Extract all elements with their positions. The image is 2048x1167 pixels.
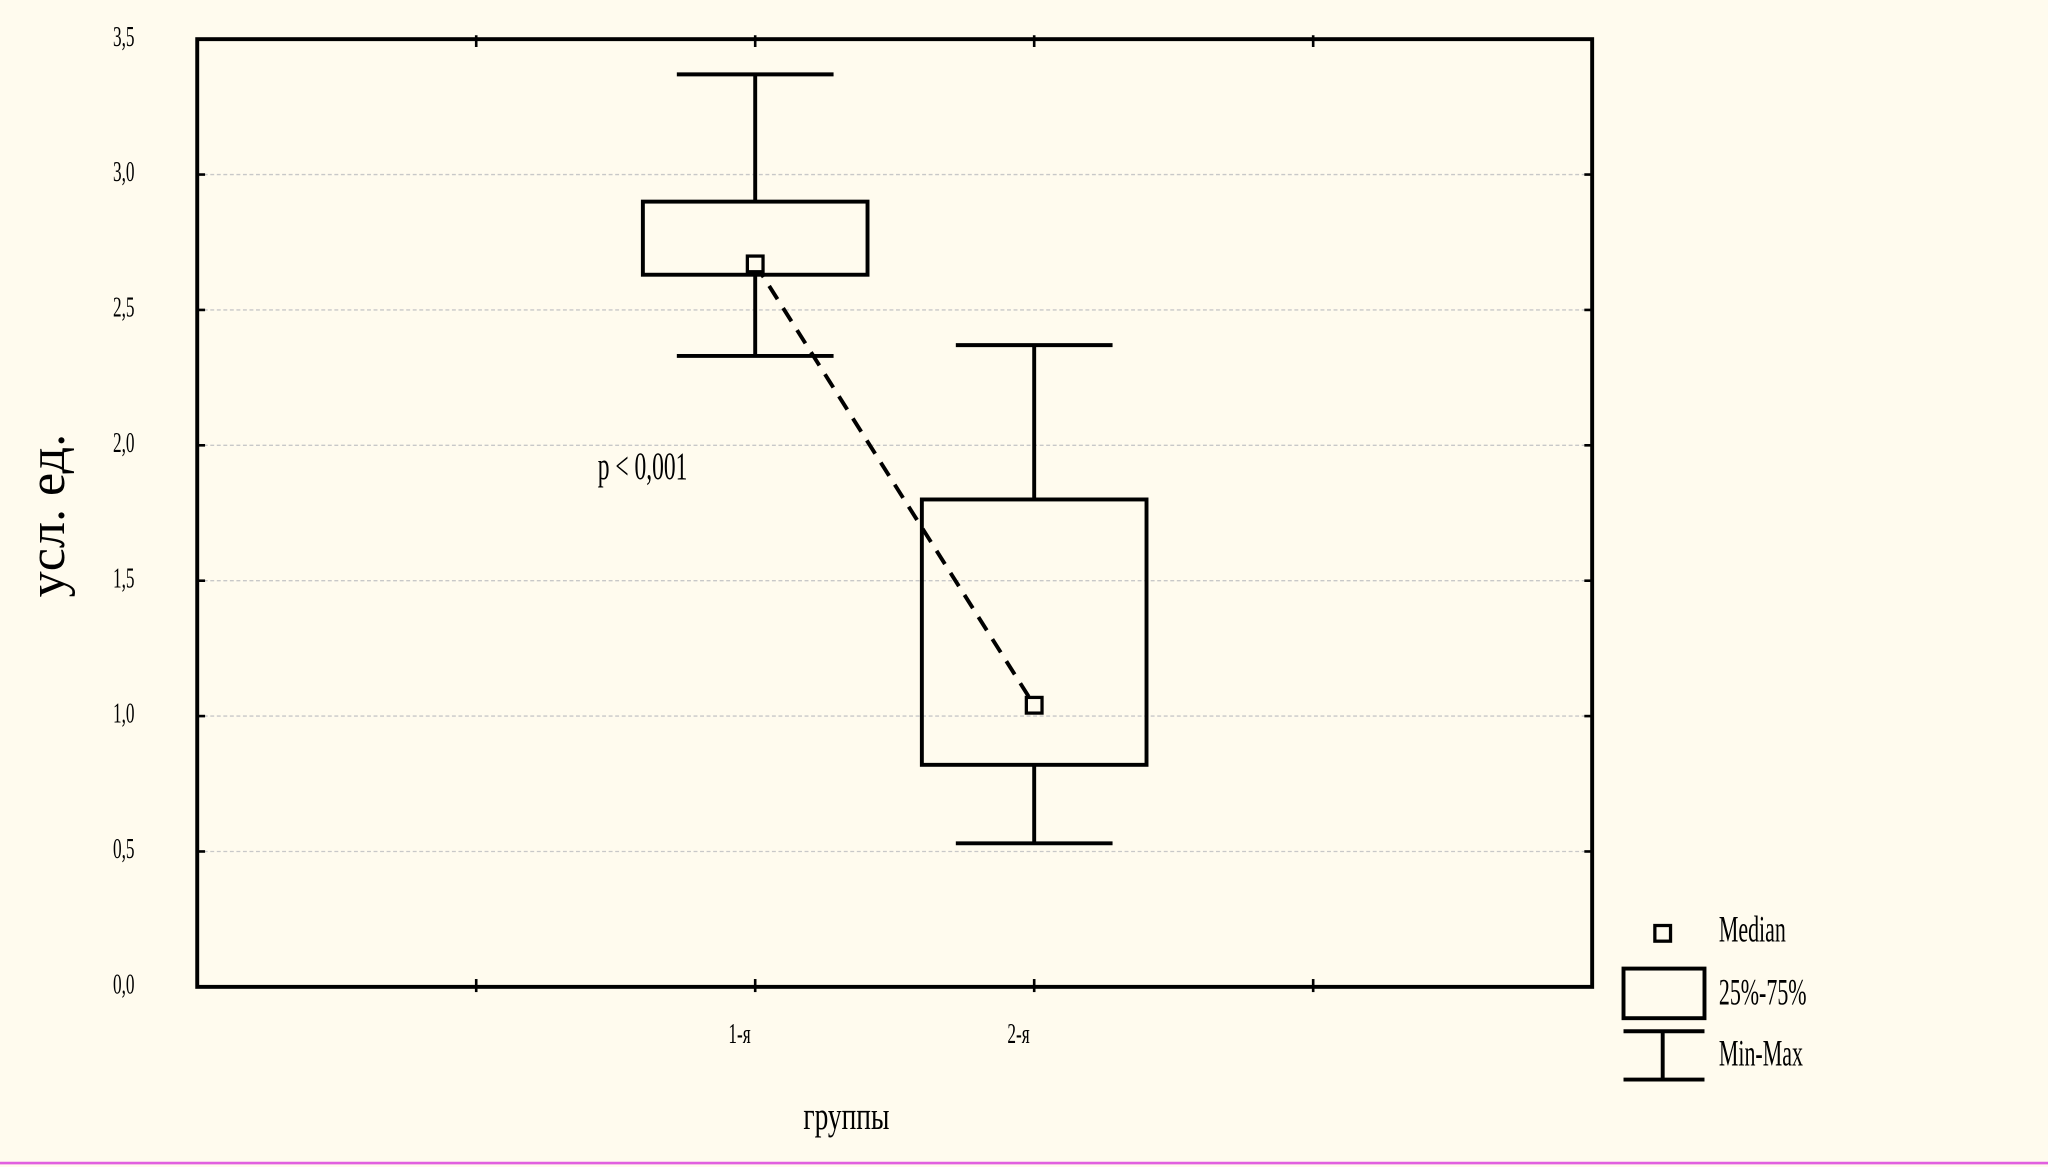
annotation: p < 0,001 bbox=[598, 444, 688, 488]
legend-median-icon bbox=[1653, 923, 1673, 943]
y-tick-label: 2,5 bbox=[113, 292, 135, 324]
median-marker bbox=[745, 254, 765, 274]
legend-label: Median bbox=[1719, 909, 1786, 950]
legend-label: Min-Max bbox=[1719, 1033, 1803, 1074]
x-axis-label: группы bbox=[803, 1095, 889, 1138]
y-tick-label: 3,5 bbox=[113, 22, 135, 54]
legend-box-icon bbox=[1621, 966, 1707, 1021]
x-tick-label: 2-я bbox=[1007, 1019, 1029, 1051]
box bbox=[640, 199, 870, 277]
median-line bbox=[753, 262, 1036, 707]
legend-label: 25%-75% bbox=[1719, 972, 1807, 1013]
y-tick-label: 1,0 bbox=[113, 698, 135, 730]
x-tick-label: 1-я bbox=[728, 1019, 750, 1051]
plot-frame bbox=[195, 37, 1595, 989]
box bbox=[919, 497, 1149, 767]
y-tick-label: 1,5 bbox=[113, 563, 135, 595]
y-tick-label: 3,0 bbox=[113, 157, 135, 189]
y-tick-label: 2,0 bbox=[113, 428, 135, 460]
y-tick-label: 0,0 bbox=[113, 969, 135, 1001]
median-marker bbox=[1024, 695, 1044, 715]
y-axis-label: усл. ед. bbox=[18, 434, 76, 598]
y-tick-label: 0,5 bbox=[113, 834, 135, 866]
